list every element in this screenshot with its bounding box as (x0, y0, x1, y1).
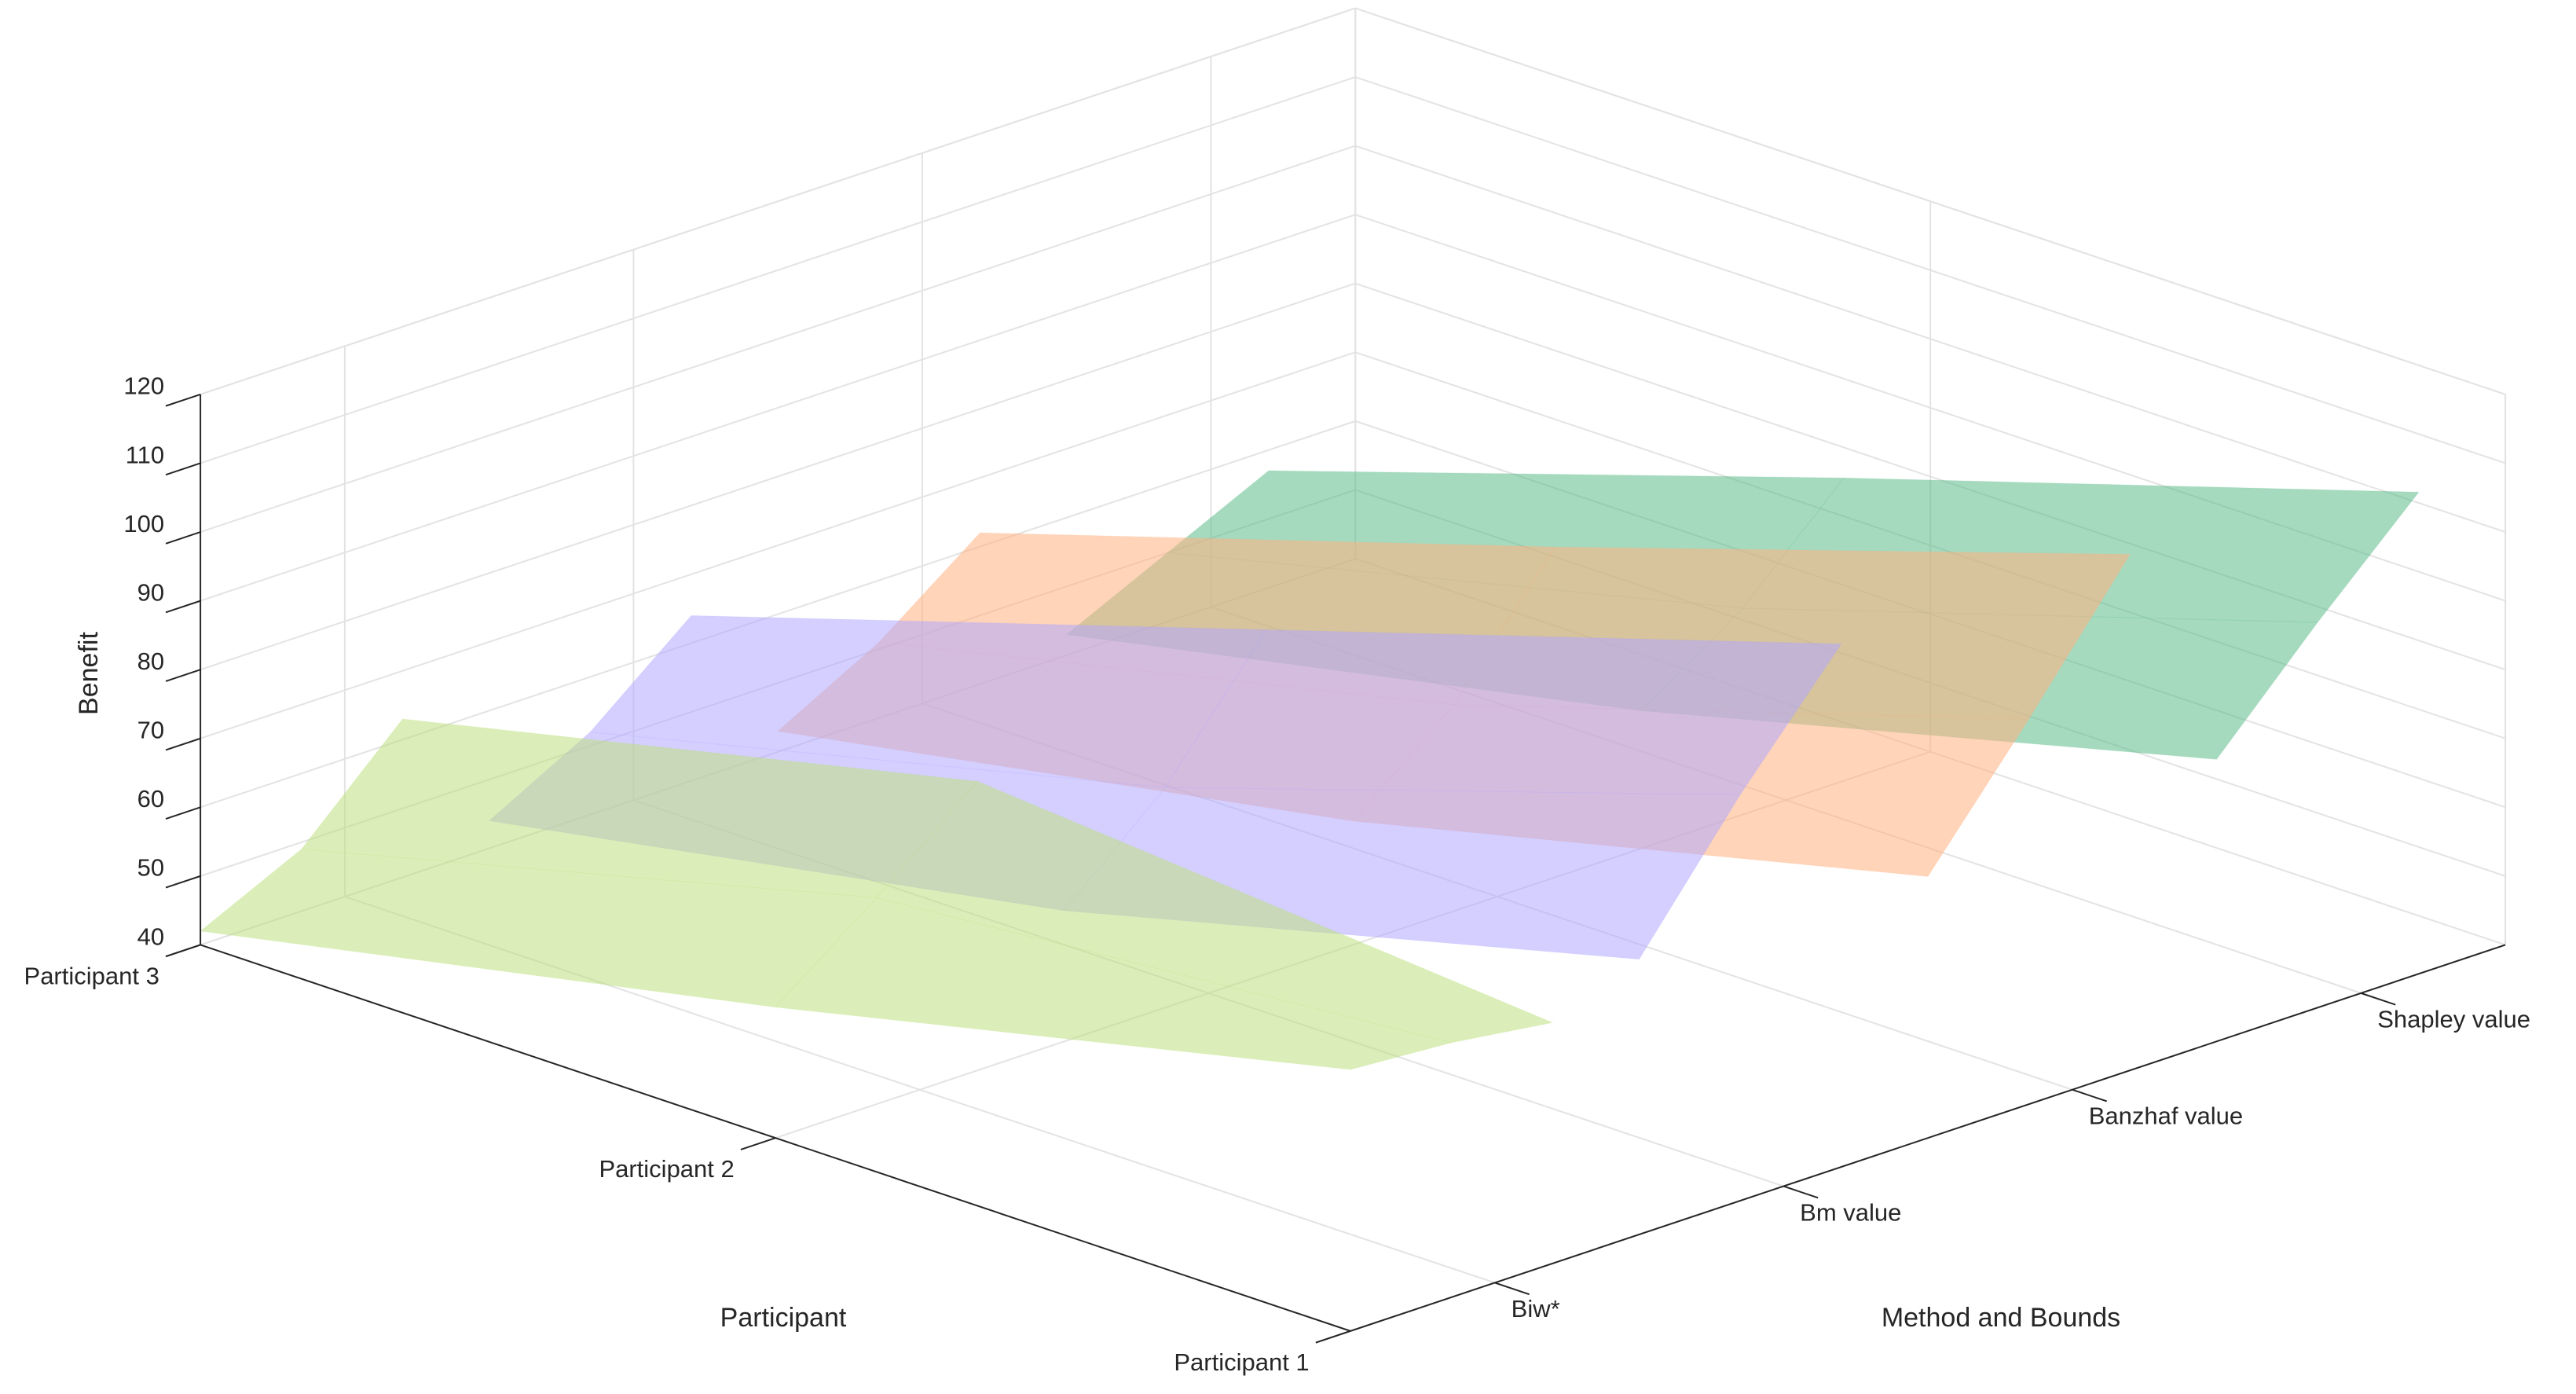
z-tick-label: 60 (137, 785, 164, 813)
tick-mark (165, 600, 201, 614)
tick-mark (1494, 1282, 1530, 1296)
grid-line (200, 214, 1356, 602)
tick-mark (165, 393, 201, 407)
z-axis-label: Benefit (74, 632, 104, 715)
tick-mark (165, 806, 201, 820)
x-tick-label: Banzhaf value (2089, 1102, 2243, 1129)
y-tick-label: Participant 2 (599, 1155, 734, 1183)
surface-patch (589, 614, 1267, 788)
grid-line (200, 351, 1356, 739)
x-tick-label: Biw* (1512, 1295, 1560, 1322)
z-tick-label: 100 (123, 510, 164, 537)
tick-mark (165, 531, 201, 545)
grid-line (200, 282, 1356, 671)
y-tick-label: Participant 3 (24, 962, 159, 989)
z-tick-label: 90 (137, 578, 164, 606)
tick-mark (2360, 992, 2396, 1006)
z-tick-label: 70 (137, 717, 164, 744)
tick-mark (165, 462, 201, 476)
y-axis-label: Participant (720, 1303, 847, 1333)
z-tick-label: 80 (137, 647, 164, 675)
tick-mark (165, 669, 201, 682)
tick-mark (1315, 1330, 1351, 1344)
z-tick-label: 110 (126, 441, 164, 468)
z-tick-label: 120 (123, 372, 164, 400)
x-tick-label: Bm value (1800, 1198, 1901, 1226)
surface-patch (300, 718, 979, 898)
axis-line (1350, 944, 2506, 1332)
tick-mark (165, 737, 201, 751)
tick-mark (1783, 1185, 1819, 1199)
tick-mark (2072, 1088, 2108, 1102)
x-axis-label: Method and Bounds (1882, 1303, 2120, 1333)
box-edge (200, 7, 1356, 395)
grid-line (200, 76, 1356, 464)
x-tick-label: Shapley value (2377, 1006, 2530, 1033)
z-tick-label: 50 (137, 854, 164, 882)
box-edge (1354, 7, 2506, 395)
y-tick-label: Participant 1 (1174, 1348, 1309, 1376)
tick-mark (165, 944, 201, 958)
tick-mark (165, 875, 201, 889)
z-tick-label: 40 (137, 923, 164, 950)
grid-line (200, 145, 1356, 533)
surface-patch (1164, 629, 1842, 795)
tick-mark (740, 1137, 776, 1150)
